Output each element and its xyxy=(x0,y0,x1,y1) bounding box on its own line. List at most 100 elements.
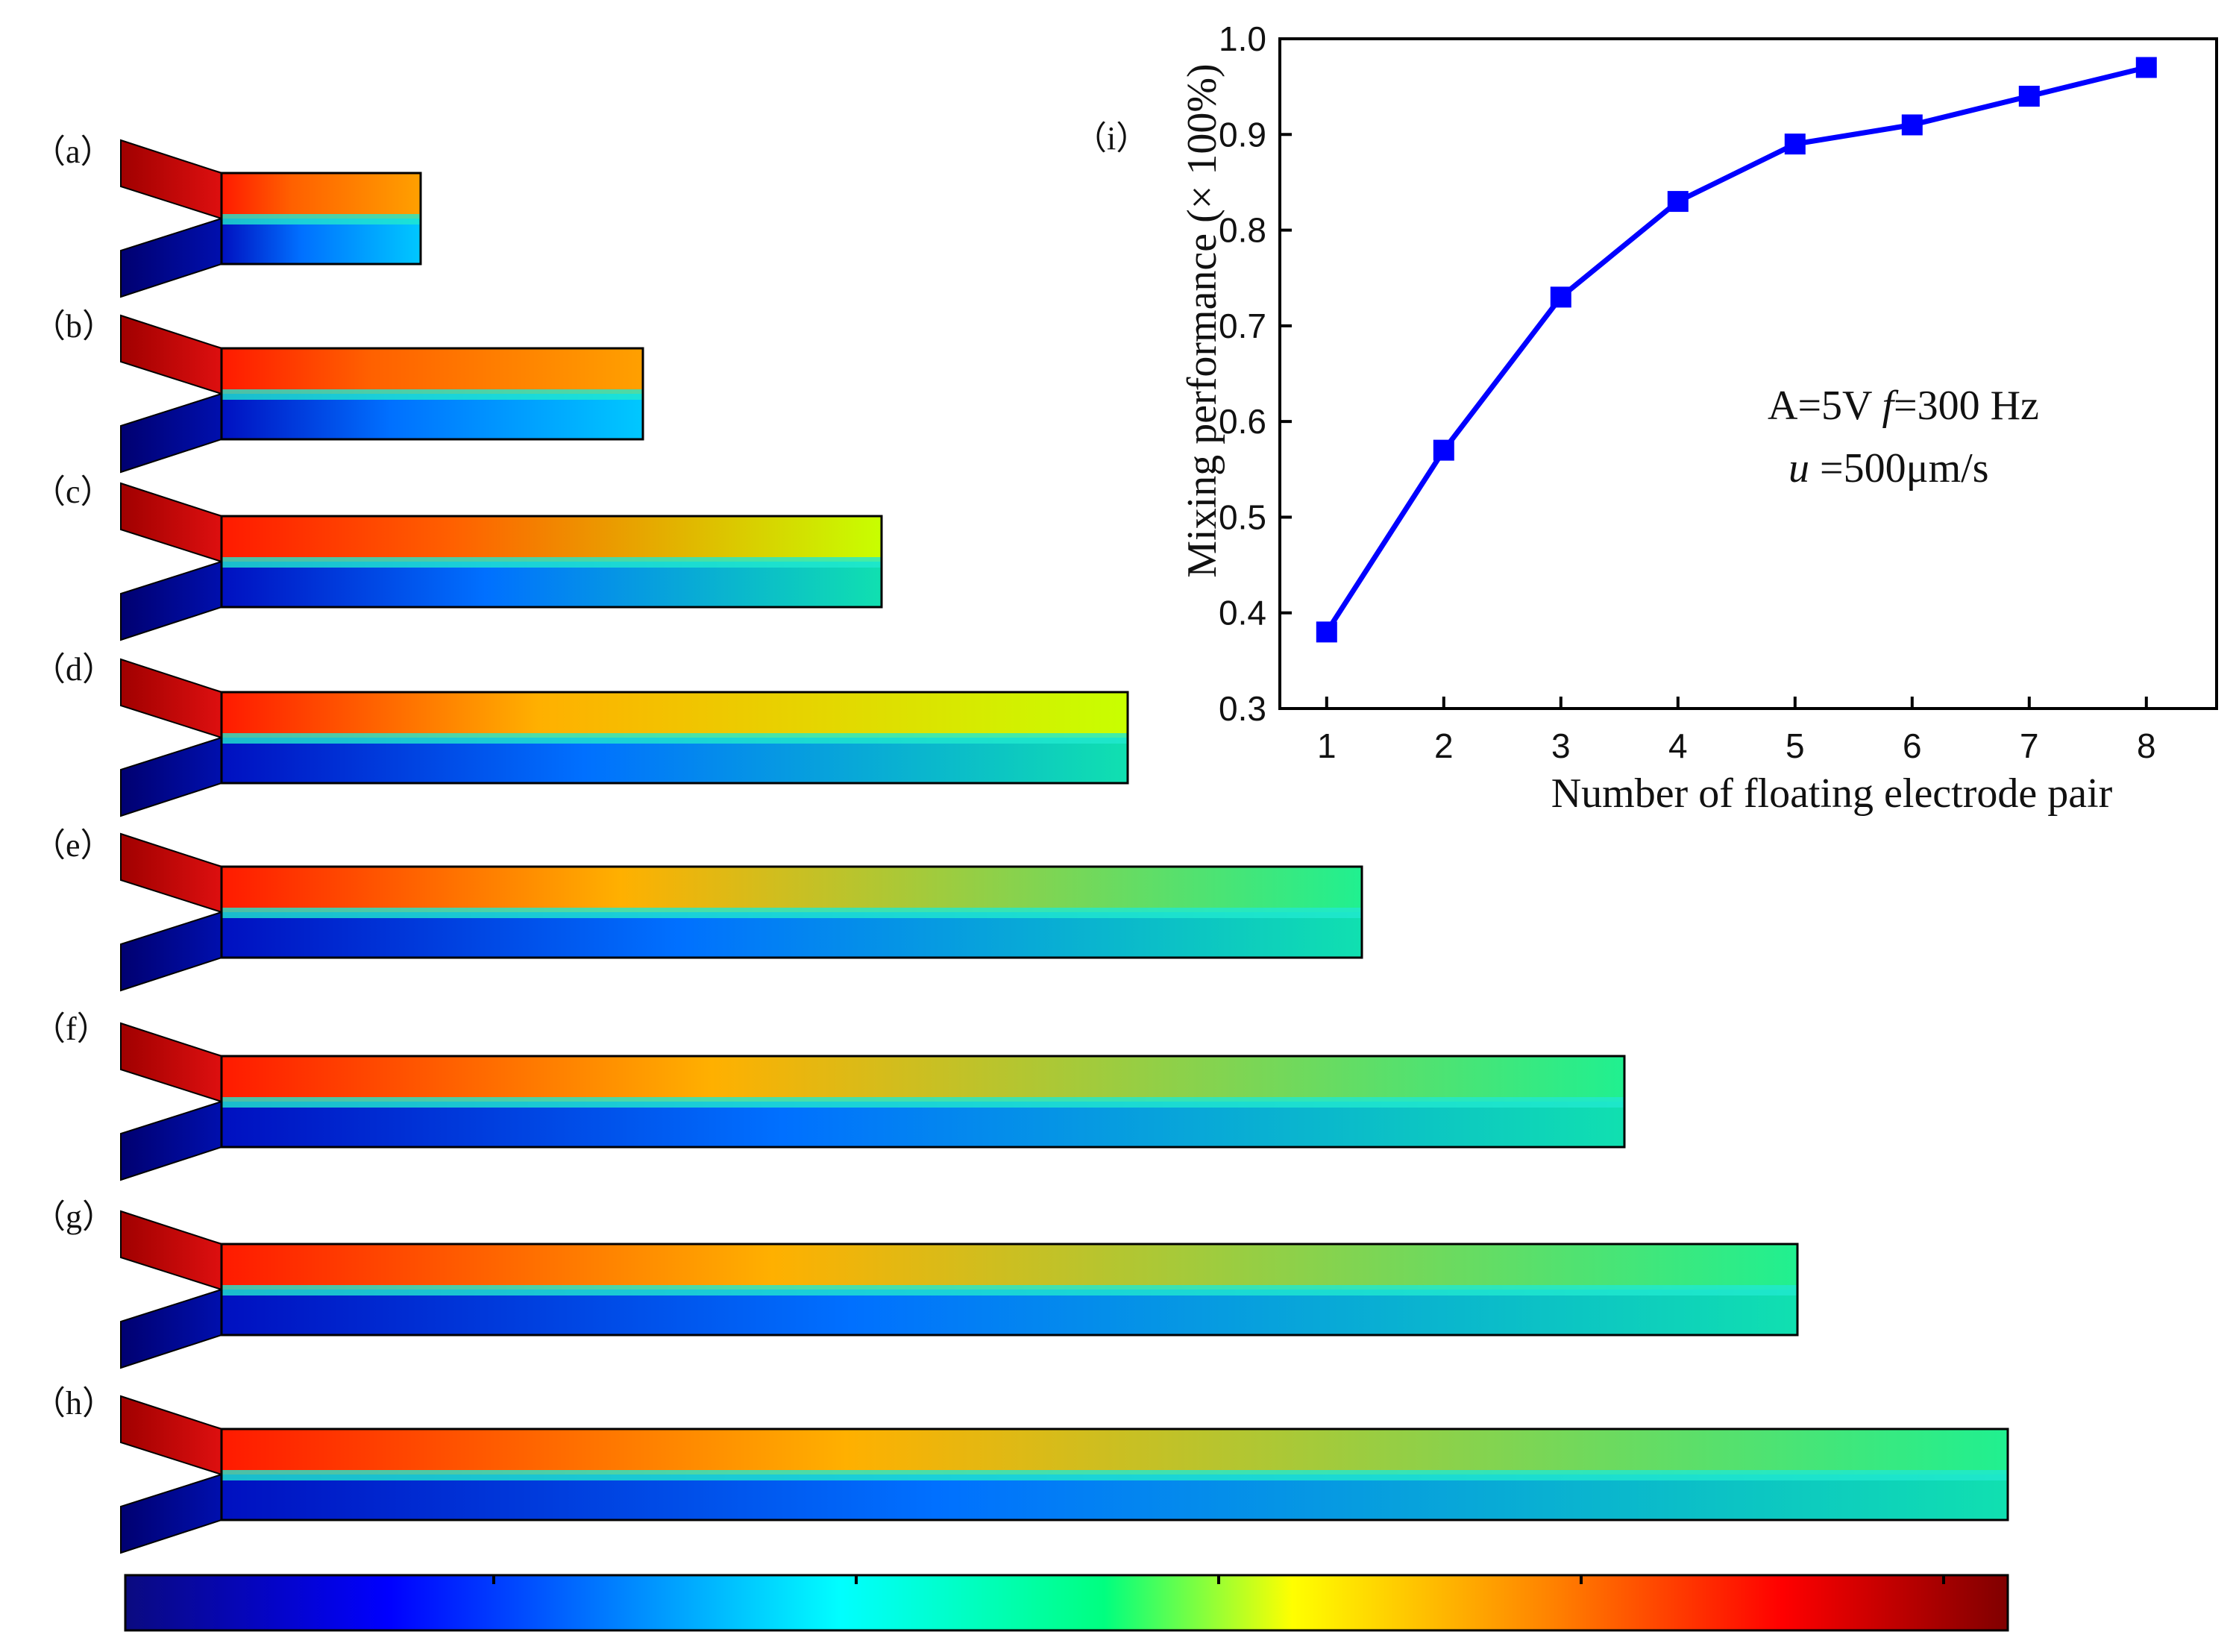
channel-interface xyxy=(222,908,1362,918)
x-tick-label: 4 xyxy=(1668,726,1688,765)
series-markers xyxy=(1316,57,2157,643)
panel-label: （e） xyxy=(33,827,113,864)
x-tick-label: 8 xyxy=(2137,726,2156,765)
data-point xyxy=(2135,57,2157,78)
annotation-freq: =300 Hz xyxy=(1894,383,2039,429)
data-point xyxy=(1901,114,1923,136)
annotation-line-2: u =500μm/s xyxy=(1788,445,1989,491)
panel-label: （d） xyxy=(33,651,115,688)
panel-label: （c） xyxy=(33,474,113,510)
channel-interface xyxy=(222,1285,1797,1295)
panel-label: （g） xyxy=(33,1199,115,1235)
channel-interface xyxy=(222,1470,2008,1480)
inlet-bottom-arm xyxy=(120,1473,227,1554)
y-tick-label: 0.8 xyxy=(1219,211,1266,250)
channel-outline xyxy=(220,1428,2009,1521)
annotation-u-symbol: u xyxy=(1788,445,1809,491)
y-tick-label: 1.0 xyxy=(1219,19,1266,58)
x-axis: 1 2 3 4 5 6 7 8 xyxy=(1317,697,2156,765)
channel-panel: （a） xyxy=(33,134,422,298)
channel-upper xyxy=(222,173,421,219)
data-point xyxy=(1784,134,1806,155)
inlet-top-arm xyxy=(120,832,227,914)
channel-panels: （a） （b） （c） （d） （e） （f） （g） （h） xyxy=(33,134,2009,1554)
panel-label: （b） xyxy=(33,308,115,345)
channel-lower xyxy=(222,1290,1797,1335)
inlet-bottom-arm xyxy=(120,392,227,474)
channel-outline xyxy=(220,1243,1799,1337)
panel-label: （a） xyxy=(33,134,113,170)
channel-outline xyxy=(220,691,1129,785)
channel-panel: （c） xyxy=(33,474,883,641)
inlet-bottom-arm xyxy=(120,1100,227,1181)
channel-lower xyxy=(222,394,643,439)
channel-outline xyxy=(220,865,1363,959)
channel-lower xyxy=(222,562,882,607)
chart-panel-i: （i） 0.3 0.4 0.5 0.6 0.7 0.8 0.9 1.0 1 2 3 4 5 6 7 8 Mi… xyxy=(1074,19,2218,817)
channel-panel: （g） xyxy=(33,1199,1799,1369)
channel-lower xyxy=(222,219,421,264)
colorbar xyxy=(124,1574,2009,1632)
channel-outline xyxy=(220,347,644,441)
channel-panel: （h） xyxy=(33,1385,2009,1554)
inlet-top-arm xyxy=(120,482,227,563)
inlet-top-arm xyxy=(120,658,227,739)
channel-lower xyxy=(222,912,1362,958)
data-point xyxy=(1550,286,1571,308)
channel-panel: （d） xyxy=(33,651,1129,817)
inlet-top-arm xyxy=(120,139,227,220)
x-tick-label: 5 xyxy=(1786,726,1805,765)
inlet-top-arm xyxy=(120,1395,227,1476)
inlet-top-arm xyxy=(120,1210,227,1291)
annotation-amp: A=5V xyxy=(1768,383,1882,429)
inlet-bottom-arm xyxy=(120,217,227,298)
plot-frame xyxy=(1278,37,2218,710)
y-tick-label: 0.7 xyxy=(1219,307,1266,345)
channel-upper xyxy=(222,1429,2008,1474)
y-tick-label: 0.5 xyxy=(1219,497,1266,536)
y-tick-label: 0.6 xyxy=(1219,402,1266,441)
y-tick-label: 0.3 xyxy=(1219,689,1266,728)
x-tick-label: 1 xyxy=(1317,726,1337,765)
data-point xyxy=(1316,621,1337,643)
channel-panel: （f） xyxy=(33,1011,1626,1181)
channel-upper xyxy=(222,348,643,394)
inlet-top-arm xyxy=(120,314,227,395)
annotation-velocity: =500μm/s xyxy=(1809,445,1989,491)
channel-lower xyxy=(222,1474,2008,1520)
data-point xyxy=(2018,85,2040,107)
channel-upper xyxy=(222,1244,1797,1290)
channel-panel: （e） xyxy=(33,827,1363,992)
channel-lower xyxy=(222,1102,1624,1147)
channel-upper xyxy=(222,516,882,562)
annotation-line-1: A=5V f=300 Hz xyxy=(1768,383,2039,429)
inlet-bottom-arm xyxy=(120,736,227,817)
x-axis-label: Number of floating electrode pair xyxy=(1551,770,2113,817)
y-axis: 0.3 0.4 0.5 0.6 0.7 0.8 0.9 1.0 xyxy=(1219,19,1292,728)
channel-interface xyxy=(222,1097,1624,1108)
data-point xyxy=(1433,439,1454,461)
channel-outline xyxy=(220,1055,1626,1149)
x-tick-label: 3 xyxy=(1551,726,1571,765)
chart-panel-label: （i） xyxy=(1074,120,1149,157)
x-tick-label: 2 xyxy=(1434,726,1454,765)
channel-upper xyxy=(222,867,1362,912)
y-tick-label: 0.4 xyxy=(1219,594,1266,632)
channel-outline xyxy=(220,172,422,266)
x-tick-label: 7 xyxy=(2020,726,2039,765)
channel-interface xyxy=(222,733,1128,744)
channel-interface xyxy=(222,557,882,568)
channel-lower xyxy=(222,738,1128,783)
inlet-bottom-arm xyxy=(120,911,227,992)
channel-upper xyxy=(222,692,1128,738)
series-line-mixing xyxy=(1324,65,2147,634)
inlet-top-arm xyxy=(120,1022,227,1103)
channel-interface xyxy=(222,214,421,224)
channel-outline xyxy=(220,515,883,609)
y-axis-label: Mixing performance (× 100%) xyxy=(1179,63,1225,577)
panel-label: （h） xyxy=(33,1385,115,1422)
panel-label: （f） xyxy=(33,1011,110,1047)
x-tick-label: 6 xyxy=(1903,726,1922,765)
colorbar-gradient xyxy=(124,1574,2009,1632)
